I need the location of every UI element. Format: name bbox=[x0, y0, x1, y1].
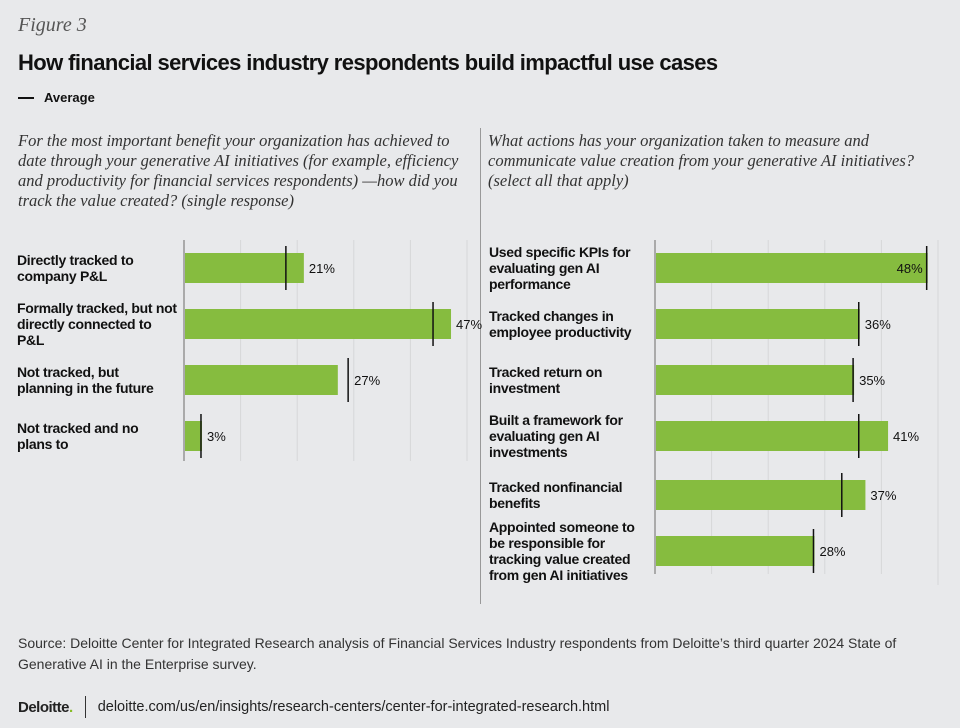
footer-separator bbox=[84, 696, 86, 718]
category-label: Tracked changes in employee productivity bbox=[489, 308, 632, 340]
data-label: 37% bbox=[870, 488, 896, 503]
data-label: 47% bbox=[456, 317, 482, 332]
bar bbox=[185, 309, 452, 339]
data-label: 36% bbox=[865, 317, 891, 332]
category-label: Used specific KPIs for evaluating gen AI… bbox=[489, 244, 631, 292]
category-label: Built a framework for evaluating gen AI … bbox=[489, 412, 623, 460]
footer-url[interactable]: deloitte.com/us/en/insights/research-cen… bbox=[97, 699, 610, 715]
right-question: What actions has your organization taken… bbox=[488, 131, 914, 190]
data-label: 35% bbox=[859, 373, 885, 388]
left-question: For the most important benefit your orga… bbox=[18, 131, 459, 210]
bar bbox=[656, 309, 860, 339]
data-label: 3% bbox=[207, 429, 226, 444]
panel-divider bbox=[480, 128, 481, 604]
category-label: Tracked return on investment bbox=[489, 364, 603, 396]
source-note: Source: Deloitte Center for Integrated R… bbox=[18, 635, 897, 672]
bar bbox=[185, 253, 304, 283]
category-label: Not tracked and no plans to bbox=[17, 420, 139, 452]
figure-label: Figure 3 bbox=[18, 14, 87, 36]
bar bbox=[656, 421, 889, 451]
data-label: 27% bbox=[354, 373, 380, 388]
bar bbox=[656, 253, 928, 283]
data-label: 28% bbox=[819, 544, 845, 559]
chart-title: How financial services industry responde… bbox=[18, 50, 718, 75]
legend: Average bbox=[18, 90, 95, 105]
deloitte-logo: Deloitte. bbox=[18, 698, 73, 716]
category-label: Appointed someone to be responsible for … bbox=[489, 519, 635, 583]
data-label: 21% bbox=[309, 261, 335, 276]
legend-average: Average bbox=[44, 90, 95, 105]
bar bbox=[656, 480, 866, 510]
footer: Deloitte. deloitte.com/us/en/insights/re… bbox=[18, 696, 609, 718]
data-label: 41% bbox=[893, 429, 919, 444]
category-label: Formally tracked, but not directly conne… bbox=[17, 300, 177, 348]
bar bbox=[185, 421, 202, 451]
bar bbox=[656, 536, 815, 566]
category-label: Tracked nonfinancial benefits bbox=[489, 479, 623, 511]
category-label: Directly tracked to company P&L bbox=[17, 252, 134, 284]
category-label: Not tracked, but planning in the future bbox=[17, 364, 154, 396]
average-line-icon bbox=[18, 96, 34, 99]
bar bbox=[185, 365, 338, 395]
data-label: 48% bbox=[897, 261, 923, 276]
bar bbox=[656, 365, 855, 395]
